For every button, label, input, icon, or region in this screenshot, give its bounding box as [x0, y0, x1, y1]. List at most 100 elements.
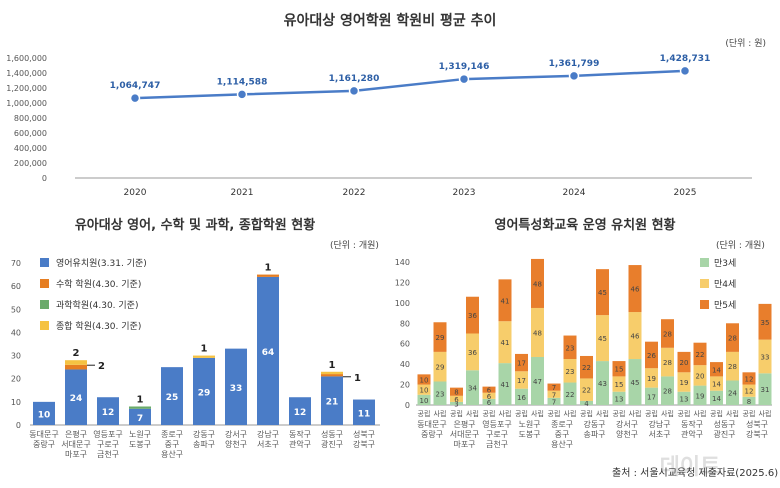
- chart3-x-tick: 양천구: [616, 429, 638, 439]
- chart3-bar-segment: [726, 351, 739, 381]
- chart2-legend-swatch: [40, 321, 49, 330]
- chart3-segment-label: 10: [420, 387, 429, 395]
- chart1-y-tick: 1,200,000: [6, 84, 47, 93]
- chart1-y-tick: 0: [42, 174, 47, 183]
- chart3-sub-label: 공립: [645, 410, 658, 418]
- chart3-bar-segment: [677, 391, 691, 405]
- chart3-sub-label: 공립: [418, 410, 431, 418]
- chart1-y-tick: 400,000: [14, 144, 47, 153]
- chart3-bar-segment: [628, 265, 642, 313]
- chart3-bar-segment: [515, 371, 528, 389]
- chart3-sub-label: 사립: [596, 409, 609, 418]
- chart3-bar-segment: [693, 342, 707, 366]
- chart3-bar-segment: [515, 388, 528, 405]
- chart2-unit: (단위 : 개원): [330, 241, 379, 251]
- chart3-sub-label: 공립: [450, 410, 463, 418]
- chart2-title: 유아대상 영어, 수학 및 과학, 종합학원 현황: [74, 218, 316, 233]
- chart3-bar-segment: [742, 396, 756, 405]
- chart3-unit: (단위 : 개원): [716, 241, 765, 251]
- chart3-x-tick: 성동구: [713, 420, 735, 429]
- chart3-sub-label: 사립: [564, 409, 577, 418]
- chart1-line-plot: 0 200,000 400,000 600,000 800,000 1,000,000 1,…: [6, 54, 752, 198]
- chart3-bar-segment: [628, 312, 642, 360]
- chart2-x-tick: 서초구: [257, 440, 279, 449]
- chart3-segment-label: 14: [712, 395, 721, 403]
- chart3-sub-label: 공립: [515, 410, 528, 418]
- chart1-data-label: 1,361,799: [549, 59, 600, 69]
- chart3-bar-segment: [547, 390, 561, 398]
- chart3-bar-segment: [450, 401, 463, 405]
- chart1-data-label: 1,319,146: [439, 62, 490, 72]
- chart3-bar-segment: [498, 279, 512, 322]
- chart3-bar-segment: [482, 392, 496, 399]
- chart2-x-tick: 금천구: [97, 449, 119, 459]
- chart2-annotation: 1: [329, 360, 336, 371]
- chart1-y-tick: 800,000: [14, 114, 47, 123]
- chart1-data-label: 1,114,588: [217, 77, 268, 87]
- chart3-segment-label: 4: [584, 400, 589, 408]
- chart3-segment-label: 34: [468, 385, 477, 393]
- chart2-bar-label: 7: [137, 414, 143, 424]
- chart3-segment-label: 17: [517, 377, 526, 385]
- chart2-bar-label: 29: [198, 388, 211, 398]
- chart2-annotation: 1: [354, 373, 361, 384]
- chart3-x-tick: 은평구: [453, 419, 475, 429]
- chart3-segment-label: 29: [436, 364, 445, 372]
- chart3-segment-label: 12: [745, 375, 754, 383]
- chart2-x-tick: 성북구: [353, 430, 375, 439]
- chart3-sub-label: 사립: [434, 409, 447, 418]
- chart1-point: [568, 70, 580, 82]
- chart3-bar-segment: [693, 365, 707, 386]
- chart3-x-tick: 중랑구: [421, 429, 443, 439]
- chart3-bar-segment: [547, 383, 561, 391]
- chart3-bar-segment: [758, 303, 772, 340]
- chart3-sub-label: 사립: [499, 409, 512, 418]
- chart3-segment-label: 8: [454, 389, 458, 397]
- chart3-segment-label: 45: [631, 379, 640, 387]
- chart3-sub-label: 공립: [743, 410, 756, 418]
- chart2-bar-segment: [33, 401, 55, 425]
- chart1-x-tick: 2025: [674, 188, 697, 198]
- chart2-x-tick: 노원구: [129, 430, 151, 439]
- chart1-point: [348, 85, 360, 97]
- chart3-y-tick: 40: [400, 360, 410, 369]
- chart3-segment-label: 17: [517, 360, 526, 368]
- chart2-bar-segment: [257, 274, 279, 277]
- chart1-point: [236, 89, 248, 100]
- chart3-bar-segment: [515, 353, 528, 372]
- chart2-legend-swatch: [40, 300, 49, 309]
- chart2-annotation: 1: [137, 394, 144, 405]
- chart3-bar-segment: [758, 339, 772, 374]
- chart3-segment-label: 46: [631, 333, 640, 341]
- chart3-x-tick: 동작구: [681, 419, 703, 429]
- chart2-bar-segment: [257, 276, 279, 425]
- chart1-data-label: 1,064,747: [110, 81, 161, 91]
- chart1-x-tick: 2023: [453, 188, 476, 198]
- chart2-x-tick: 관악구: [289, 439, 311, 449]
- chart3-segment-label: 22: [582, 387, 591, 395]
- chart1-y-tick: 1,600,000: [6, 54, 47, 63]
- chart3-sub-label: 공립: [678, 410, 691, 418]
- chart3-segment-label: 6: [454, 396, 459, 404]
- chart3-segment-label: 43: [598, 380, 607, 388]
- chart3-bar-segment: [482, 398, 496, 405]
- chart2-bar-segment: [65, 369, 87, 425]
- chart2-bar-segment: [289, 397, 311, 425]
- chart3-bar-segment: [628, 359, 642, 405]
- chart2-x-tick: 영등포구: [93, 429, 122, 439]
- chart3-bar-segment: [596, 361, 609, 405]
- chart3-x-tick: 송파구: [583, 430, 605, 439]
- chart3-sub-label: 사립: [629, 409, 642, 418]
- chart3-x-tick: 광진구: [713, 429, 735, 439]
- chart3-bar-segment: [693, 385, 707, 405]
- chart3-y-tick: 0: [405, 401, 410, 410]
- chart3-segment-label: 17: [647, 393, 656, 401]
- chart2-bar-segment: [129, 408, 151, 425]
- chart3-bar-segment: [645, 368, 658, 388]
- chart3-segment-label: 24: [728, 390, 737, 398]
- chart3-segment-label: 41: [501, 381, 510, 389]
- chart3-segment-label: 20: [680, 359, 689, 367]
- chart3-segment-label: 41: [501, 339, 510, 347]
- chart2-x-tick: 중랑구: [33, 439, 55, 449]
- chart2-x-tick: 성동구: [321, 430, 343, 439]
